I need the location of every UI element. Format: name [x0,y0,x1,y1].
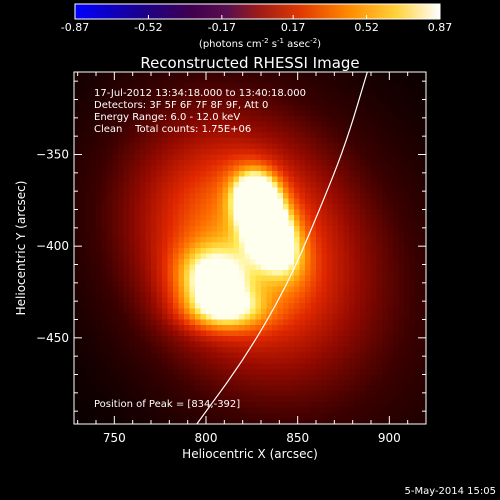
footer-date: 5-May-2014 15:05 [404,486,496,497]
x-tick-label: 900 [378,431,401,445]
axis-ticks: 750 800 850 900 −350 −400 −450 [36,72,427,445]
annotation-energy: Energy Range: 6.0 - 12.0 keV [94,112,240,123]
colorbar [74,3,441,20]
colorbar-tick-label: 0.52 [354,21,379,34]
annotation-detectors: Detectors: 3F 5F 6F 7F 8F 9F, Att 0 [94,100,268,111]
x-tick-label: 750 [103,431,126,445]
annotation-clean: Clean Total counts: 1.75E+06 [94,124,251,135]
y-tick-label: −400 [36,239,69,253]
colorbar-tick-label: 0.17 [281,21,306,34]
x-tick-label: 850 [286,431,309,445]
annotation-peak-position: Position of Peak = [834,-392] [94,399,240,410]
colorbar-tick-label: -0.87 [61,21,89,34]
y-tick-label: −350 [36,148,69,162]
y-axis-label: Heliocentric Y (arcsec) [14,181,28,316]
annotation-time-range: 17-Jul-2012 13:34:18.000 to 13:40:18.000 [94,88,306,99]
x-axis-label: Heliocentric X (arcsec) [182,447,318,461]
colorbar-ticks [74,15,441,19]
solar-limb-line [196,72,368,424]
colorbar-tick-label: 0.87 [428,21,453,34]
x-tick-label: 800 [195,431,218,445]
colorbar-tick-label: -0.52 [134,21,162,34]
heatmap-image [74,72,426,424]
plot-frame [73,71,427,425]
colorbar-tick-label: -0.17 [208,21,236,34]
y-tick-label: −450 [36,331,69,345]
colorbar-unit-label: (photons cm-2 s-1 asec-2) [199,37,321,50]
chart-title: Reconstructed RHESSI Image [140,54,359,72]
